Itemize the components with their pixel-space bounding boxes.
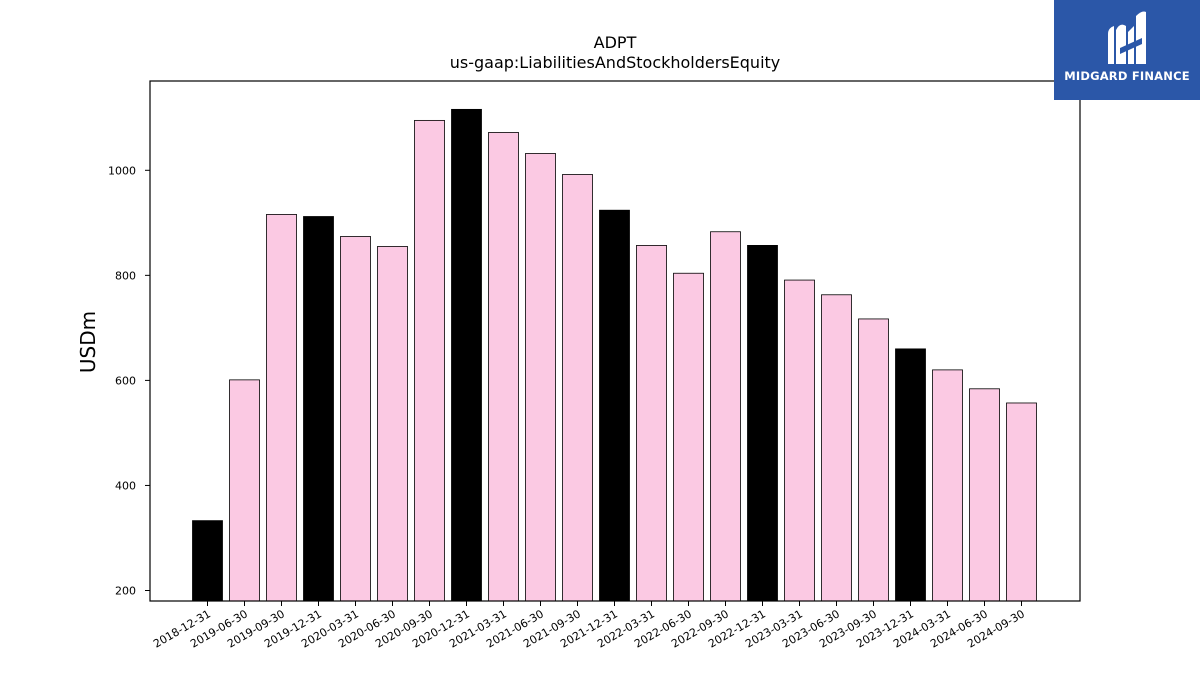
bar-2023-06-30 [821,294,852,602]
y-tick-label: 1000 [108,164,136,177]
bar-2021-03-31 [488,132,519,602]
bars [192,108,1037,602]
bar-2019-09-30 [266,214,297,602]
bar-2021-09-30 [562,174,593,602]
x-axis: 2018-12-312019-06-302019-09-302019-12-31… [151,601,1027,651]
bar-2022-03-31 [636,245,667,602]
y-axis-label: USDm [76,311,100,373]
y-axis: 200 400 600 800 1000 [108,164,150,597]
y-tick-label: 600 [115,374,136,387]
midgard-logo-icon [1108,11,1146,65]
bar-2020-12-31 [451,108,482,602]
bar-2021-06-30 [525,153,556,602]
logo-text: MIDGARD FINANCE [1064,69,1190,83]
bar-2019-12-31 [303,216,334,602]
y-tick-label: 200 [115,584,136,597]
bar-2023-09-30 [858,318,889,602]
bar-2022-09-30 [710,231,741,602]
bar-2022-12-31 [747,245,778,602]
bar-2020-09-30 [414,119,445,602]
plot-frame [149,80,1081,602]
y-tick-label: 400 [115,479,136,492]
bar-2019-06-30 [229,379,260,602]
bar-2020-03-31 [340,236,371,602]
bar-2020-06-30 [377,246,408,602]
chart-title: ADPT [594,33,637,52]
bar-2023-12-31 [895,348,926,602]
bar-2022-06-30 [673,272,704,602]
bar-2018-12-31 [192,520,223,602]
bar-2024-09-30 [1006,402,1037,602]
y-tick-label: 800 [115,269,136,282]
bar-2021-12-31 [599,209,630,602]
bar-2024-03-31 [932,369,963,602]
brand-logo: MIDGARD FINANCE [1054,0,1200,100]
bar-2023-03-31 [784,279,815,602]
chart-subtitle: us-gaap:LiabilitiesAndStockholdersEquity [450,53,781,72]
bar-2024-06-30 [969,388,1000,602]
